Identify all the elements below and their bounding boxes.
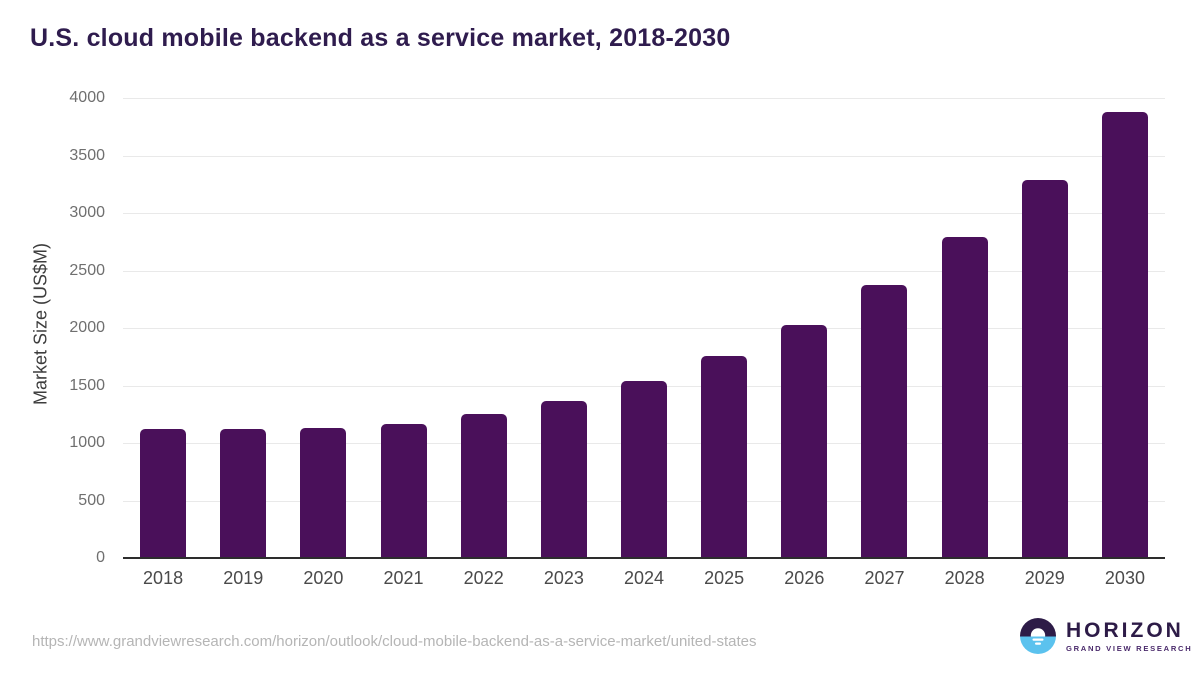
bar-2020 xyxy=(300,428,347,558)
y-tick-label-2500: 2500 xyxy=(69,261,105,279)
bar-slot-2018 xyxy=(123,98,203,558)
y-tick-label-3500: 3500 xyxy=(69,146,105,164)
bar-slot-2024 xyxy=(604,98,684,558)
gridline-4000 xyxy=(123,98,1165,99)
bar-2024 xyxy=(621,381,668,558)
bar-2025 xyxy=(701,356,748,558)
x-tick-label-2028: 2028 xyxy=(944,568,985,588)
bar-slot-2025 xyxy=(684,98,764,558)
x-tick-label-2020: 2020 xyxy=(303,568,344,588)
bar-2027 xyxy=(861,285,908,558)
y-tick-label-3000: 3000 xyxy=(69,204,105,221)
logo-wordmark: HORIZON GRAND VIEW RESEARCH xyxy=(1066,620,1192,653)
source-url: https://www.grandviewresearch.com/horizo… xyxy=(32,633,757,650)
y-axis-tick-labels: 0 500 1000 1500 2000 2500 3000 3500 4000 xyxy=(0,89,105,566)
y-tick-label-500: 500 xyxy=(78,491,105,509)
bar-2029 xyxy=(1021,179,1068,558)
gridline-2000 xyxy=(123,328,1165,329)
bar-2026 xyxy=(781,325,828,558)
bar-slot-2026 xyxy=(764,98,844,558)
x-tick-label-2026: 2026 xyxy=(784,568,825,588)
horizon-logo: HORIZON GRAND VIEW RESEARCH xyxy=(1019,617,1192,655)
bar-slot-2028 xyxy=(925,98,1005,558)
x-tick-label-2022: 2022 xyxy=(463,568,504,588)
plot-area xyxy=(123,98,1165,559)
x-tick-label-2030: 2030 xyxy=(1104,568,1145,588)
footer: https://www.grandviewresearch.com/horizo… xyxy=(0,603,1200,675)
y-tick-label-1500: 1500 xyxy=(69,376,105,394)
logo-name: HORIZON xyxy=(1066,618,1184,642)
bar-slot-2020 xyxy=(283,98,363,558)
y-tick-label-1000: 1000 xyxy=(69,434,105,451)
x-tick-label-2027: 2027 xyxy=(864,568,905,588)
bar-2028 xyxy=(941,236,988,558)
gridline-3500 xyxy=(123,155,1165,157)
bar-slot-2029 xyxy=(1005,98,1085,558)
x-axis-tick-labels: 2018 2019 2020 2021 2022 2023 2024 2025 2026 2027… xyxy=(123,568,1165,589)
x-tick-label-2024: 2024 xyxy=(623,568,665,588)
bar-slot-2023 xyxy=(524,98,604,558)
x-tick-label-2018: 2018 xyxy=(143,568,184,588)
horizon-sunset-circle-icon xyxy=(1020,618,1056,654)
x-tick-label-2025: 2025 xyxy=(704,568,745,588)
y-tick-label-0: 0 xyxy=(96,549,105,566)
bar-2018 xyxy=(140,429,187,558)
bar-slot-2019 xyxy=(203,98,283,558)
chart-title: U.S. cloud mobile backend as a service m… xyxy=(30,24,731,52)
x-axis-line xyxy=(123,557,1165,559)
y-tick-label-2000: 2000 xyxy=(69,319,105,336)
x-tick-label-2021: 2021 xyxy=(383,568,424,588)
bar-slot-2030 xyxy=(1085,98,1165,558)
bar-series xyxy=(123,98,1165,558)
bar-slot-2022 xyxy=(444,98,524,558)
gridline-3000 xyxy=(123,213,1165,214)
bar-2021 xyxy=(380,424,427,558)
bar-slot-2021 xyxy=(363,98,443,558)
gridline-2500 xyxy=(123,270,1165,272)
x-tick-label-2023: 2023 xyxy=(543,568,584,588)
bar-2030 xyxy=(1101,112,1148,558)
y-tick-label-4000: 4000 xyxy=(69,89,105,106)
logo-tagline: GRAND VIEW RESEARCH xyxy=(1066,643,1193,653)
bar-2023 xyxy=(540,401,587,558)
bar-2022 xyxy=(460,414,507,558)
x-tick-label-2019: 2019 xyxy=(223,568,264,588)
bar-2019 xyxy=(220,429,267,558)
x-tick-label-2029: 2029 xyxy=(1024,568,1065,588)
bar-slot-2027 xyxy=(844,98,924,558)
